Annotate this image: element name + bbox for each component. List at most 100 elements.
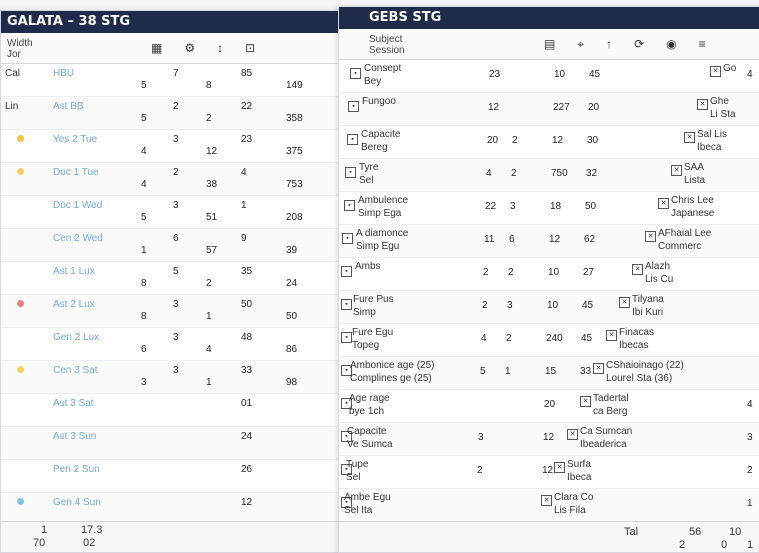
front-table-row[interactable]: ▪ Ambs 2 2 10 27 Alazh Lis Cu ✕: [339, 258, 759, 291]
row-owner-sub: Commerc: [658, 241, 702, 252]
front-table-row[interactable]: ▪ Fure Pus Simp 2 3 10 45 Tilyana Ibi Kuri ✕: [339, 291, 759, 324]
row-link[interactable]: Gen 4 Sun: [53, 497, 101, 508]
back-table-row[interactable]: Yes 2 Tue 4 3 12 23 375: [1, 130, 371, 163]
back-table-row[interactable]: Doc 1 Tue 4 2 38 4 753: [1, 163, 371, 196]
row-checkbox-icon[interactable]: ▪: [341, 398, 352, 409]
grid-icon[interactable]: ▦: [151, 41, 163, 55]
front-table-row[interactable]: ▪ Fure Egu Topeg 4 2 240 45 Finacas Ibecas ✕: [339, 324, 759, 357]
row-checkbox-icon[interactable]: ▪: [341, 464, 352, 475]
row-owner[interactable]: Finacas: [619, 327, 655, 338]
row-link[interactable]: Ast 3 Sun: [53, 431, 97, 442]
row-owner[interactable]: Surfa: [567, 459, 591, 470]
back-table-row[interactable]: Lin Ast BB 5 2 2 22 358: [1, 97, 371, 130]
row-owner[interactable]: Chris Lee: [671, 195, 714, 206]
row-checkbox-icon[interactable]: ▪: [348, 101, 359, 112]
arrow-icon[interactable]: ↑: [606, 37, 613, 51]
row-checkbox-icon[interactable]: ▪: [344, 200, 355, 211]
row-link[interactable]: Ast 2 Lux: [53, 299, 95, 310]
back-table-row[interactable]: Cen 2 Wed 1 6 57 9 39: [1, 229, 371, 262]
refresh-icon[interactable]: ⟳: [634, 37, 645, 51]
row-owner[interactable]: CShaioinago (22): [606, 360, 684, 371]
front-table-row[interactable]: ▪ Fungoo 12 227 20 Ghe Li Sta ✕: [339, 93, 759, 126]
remove-icon[interactable]: ✕: [580, 396, 591, 407]
row-link[interactable]: Ast 1 Lux: [53, 266, 95, 277]
row-owner[interactable]: Clara Co: [554, 492, 594, 503]
front-table-row[interactable]: ▪ Consept Bey 23 10 45 Go ✕ 4: [339, 60, 759, 93]
row-checkbox-icon[interactable]: ▪: [341, 365, 352, 376]
back-table-row[interactable]: Ast 3 Sun 24: [1, 427, 371, 460]
row-checkbox-icon[interactable]: ▪: [345, 167, 356, 178]
row-link[interactable]: Cen 3 Sat: [53, 365, 98, 376]
remove-icon[interactable]: ✕: [606, 330, 617, 341]
back-table-row[interactable]: Cen 3 Sat 3 3 1 33 98: [1, 361, 371, 394]
front-table-row[interactable]: ▪ Capacite Bereg 20 2 12 30 Sal Lis Ibeca ✕: [339, 126, 759, 159]
row-checkbox-icon[interactable]: ▪: [341, 431, 352, 442]
menu-icon[interactable]: ≡: [698, 37, 706, 51]
row-owner[interactable]: Tilyana: [632, 294, 664, 305]
row-link[interactable]: Ast 3 Sat: [53, 398, 94, 409]
row-link[interactable]: Ast BB: [53, 101, 84, 112]
front-table-row[interactable]: ▪ Tyre Sel 4 2 750 32 SAA Lista ✕: [339, 159, 759, 192]
row-checkbox-icon[interactable]: ▪: [341, 299, 352, 310]
front-table-row[interactable]: ▪ A diamonce Simp Egu 11 6 12 62 AFhaial Lee Com…: [339, 225, 759, 258]
row-owner[interactable]: Ca Sumcan: [580, 426, 633, 437]
filter-icon[interactable]: ⌖: [577, 37, 585, 51]
row-checkbox-icon[interactable]: ▪: [347, 134, 358, 145]
row-link[interactable]: HBU: [53, 68, 75, 79]
back-table-row[interactable]: Ast 2 Lux 8 3 1 50 50: [1, 295, 371, 328]
row-checkbox-icon[interactable]: ▪: [341, 266, 352, 277]
row-checkbox-icon[interactable]: ▪: [342, 233, 353, 244]
row-owner[interactable]: Tadertal: [593, 393, 629, 404]
row-owner[interactable]: Sal Lis: [697, 129, 728, 140]
row-link[interactable]: Doc 1 Wed: [53, 200, 103, 211]
back-table-row[interactable]: Cal HBU 5 7 8 85 149: [1, 64, 371, 97]
row-owner[interactable]: Alazh: [645, 261, 671, 272]
sort-icon[interactable]: ↕: [217, 41, 224, 55]
row-owner[interactable]: SAA: [684, 162, 705, 173]
remove-icon[interactable]: ✕: [697, 99, 708, 110]
row-value: 375: [286, 146, 303, 157]
row-name: Cal: [5, 68, 21, 79]
row-value: 4: [486, 168, 492, 179]
remove-icon[interactable]: ✕: [593, 363, 604, 374]
back-table-row[interactable]: Ast 3 Sat 01: [1, 394, 371, 427]
row-link[interactable]: Doc 1 Tue: [53, 167, 99, 178]
remove-icon[interactable]: ✕: [567, 429, 578, 440]
remove-icon[interactable]: ✕: [671, 165, 682, 176]
front-table-row[interactable]: ▪ Age rage bye 1ch 20 Tadertal ca Berg ✕ 4: [339, 390, 759, 423]
row-value: 12: [543, 432, 555, 443]
remove-icon[interactable]: ✕: [554, 462, 565, 473]
back-table-row[interactable]: Ast 1 Lux 8 5 2 35 24: [1, 262, 371, 295]
row-value: 3: [173, 332, 179, 343]
row-link[interactable]: Cen 2 Wed: [53, 233, 103, 244]
row-owner[interactable]: Go: [723, 63, 737, 74]
front-table-row[interactable]: ▪ Capacite Ve Sumca 3 12 Ca Sumcan Ibeaderica ✕…: [339, 423, 759, 456]
remove-icon[interactable]: ✕: [684, 132, 695, 143]
remove-icon[interactable]: ✕: [632, 264, 643, 275]
remove-icon[interactable]: ✕: [619, 297, 630, 308]
lock-icon[interactable]: ⊡: [245, 41, 256, 55]
front-table-row[interactable]: ▪ Tupe Sel 2 12 Surfa Ibeca ✕ 2: [339, 456, 759, 489]
back-table-row[interactable]: Gen 2 Lux 6 3 4 48 86: [1, 328, 371, 361]
row-link[interactable]: Pen 2 Sun: [53, 464, 100, 475]
settings-icon[interactable]: ⚙: [184, 41, 196, 55]
row-link[interactable]: Gen 2 Lux: [53, 332, 100, 343]
table-icon[interactable]: ▤: [544, 37, 556, 51]
remove-icon[interactable]: ✕: [541, 495, 552, 506]
front-table-row[interactable]: ▪ Ambonice age (25) Complines ge (25) 5 1 15 3…: [339, 357, 759, 390]
row-owner[interactable]: AFhaial Lee: [658, 228, 712, 239]
back-table-row[interactable]: Doc 1 Wed 5 3 51 1 208: [1, 196, 371, 229]
back-table-row[interactable]: Pen 2 Sun 26: [1, 460, 371, 493]
eye-icon[interactable]: ◉: [666, 37, 677, 51]
front-table-row[interactable]: ▪ Ambulence Simp Ega 22 3 18 50 Chris Lee Japane…: [339, 192, 759, 225]
row-checkbox-icon[interactable]: ▪: [350, 68, 361, 79]
remove-icon[interactable]: ✕: [710, 66, 721, 77]
row-checkbox-icon[interactable]: ▪: [341, 497, 352, 508]
remove-icon[interactable]: ✕: [645, 231, 656, 242]
row-checkbox-icon[interactable]: ▪: [341, 332, 352, 343]
row-link[interactable]: Yes 2 Tue: [53, 134, 98, 145]
row-value: 4: [141, 179, 147, 190]
row-owner[interactable]: Ghe: [710, 96, 729, 107]
remove-icon[interactable]: ✕: [658, 198, 669, 209]
